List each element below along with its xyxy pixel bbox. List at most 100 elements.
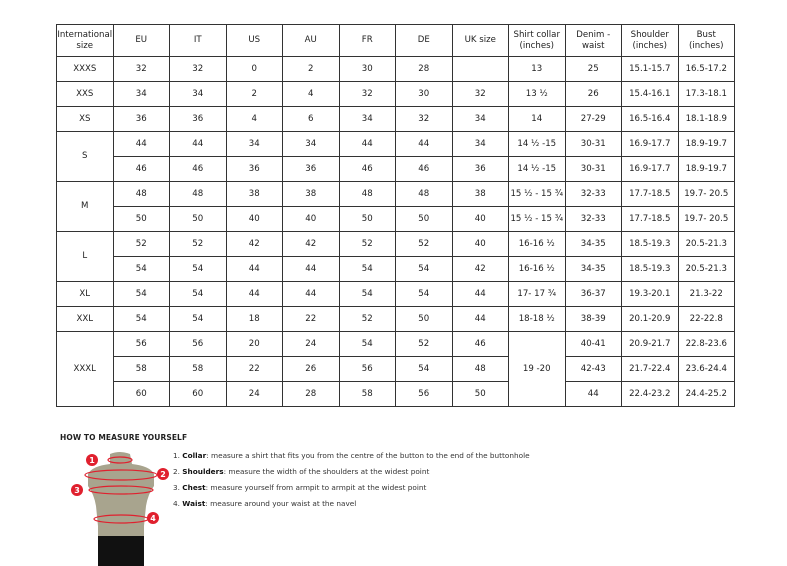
data-cell [451, 56, 509, 82]
torso-measurement-illustration: 1 2 3 4 [71, 452, 169, 566]
data-cell: 28 [395, 56, 453, 82]
size-chart-table: International size EU IT US AU FR DE UK size Shi… [56, 24, 735, 407]
data-cell: 56 [395, 381, 453, 407]
data-cell: 18.9-19.7 [677, 156, 735, 182]
data-cell: 42-43 [564, 356, 622, 382]
table-row: XXXS 32 32 0 2 30 28 13 25 15.1-15.7 16.5-17.2 [56, 56, 735, 82]
data-cell: 44 [282, 256, 340, 282]
column-header: IT [169, 24, 227, 57]
data-cell: 44 [225, 281, 283, 307]
step-waist: 4. Waist: measure around your waist at t… [173, 498, 530, 514]
shorts-shape [98, 536, 144, 566]
data-cell: 32-33 [564, 181, 622, 207]
data-cell: 34 [451, 106, 509, 132]
data-cell: 34-35 [564, 231, 622, 257]
data-cell: 46 [451, 331, 509, 357]
data-cell: 42 [225, 231, 283, 257]
data-cell: 32 [112, 56, 170, 82]
data-cell: 54 [395, 281, 453, 307]
international-size-cell: XXXS [56, 56, 114, 82]
data-cell: 32 [338, 81, 396, 107]
data-cell: 56 [169, 331, 227, 357]
data-cell: 36-37 [564, 281, 622, 307]
table-row: S 44 44 34 34 44 44 34 14 ½ -15 30-31 16.9-17.7 18.… [56, 131, 735, 182]
marker-2-label: 2 [160, 470, 166, 479]
data-cell: 40 [225, 206, 283, 232]
data-cell: 13 [508, 56, 566, 82]
data-cell: 19.3-20.1 [621, 281, 679, 307]
data-cell: 16-16 ½ [508, 256, 566, 282]
data-cell: 13 ½ [508, 81, 566, 107]
data-cell: 46 [112, 156, 170, 182]
marker-4-icon [147, 512, 159, 524]
data-cell: 18.5-19.3 [621, 256, 679, 282]
data-cell: 54 [169, 256, 227, 282]
data-cell: 44 [338, 131, 396, 157]
data-cell: 48 [338, 181, 396, 207]
data-cell: 54 [338, 281, 396, 307]
table-row: 46 46 36 36 46 46 36 14 ½ -15 30-31 16.9-17.7 18.9… [57, 156, 735, 182]
table-row: XL 54 54 44 44 54 54 44 17- 17 ¾ 36-37 19.3-20.1 21… [56, 281, 735, 307]
data-cell: 19.7- 20.5 [677, 206, 735, 232]
data-cell: 18-18 ½ [508, 306, 566, 332]
table-row: XXL 54 54 18 22 52 50 44 18-18 ½ 38-39 20.1-20.9 22… [56, 306, 735, 332]
data-cell: 20.5-21.3 [677, 231, 735, 257]
data-cell: 32 [451, 81, 509, 107]
data-cell: 17.7-18.5 [621, 206, 679, 232]
table-row: 60 60 24 28 58 56 50 44 22.4-23.2 24.4-25.2 [57, 381, 735, 407]
data-cell: 60 [112, 381, 170, 407]
data-cell: 36 [225, 156, 283, 182]
international-size-cell: XXXL [56, 331, 114, 407]
data-cell: 15 ½ - 15 ¾ [508, 206, 566, 232]
data-cell: 48 [451, 356, 509, 382]
data-cell: 0 [225, 56, 283, 82]
data-cell: 32 [395, 106, 453, 132]
international-size-cell: XXL [56, 306, 114, 332]
data-cell: 16-16 ½ [508, 231, 566, 257]
data-cell: 54 [112, 256, 170, 282]
international-size-cell: XS [56, 106, 114, 132]
data-cell: 22.4-23.2 [621, 381, 679, 407]
table-row: XS 36 36 4 6 34 32 34 14 27-29 16.5-16.4 18.1-18.9 [56, 106, 735, 132]
data-cell: 16.9-17.7 [621, 131, 679, 157]
step-number: 4. [173, 499, 180, 508]
column-header: AU [282, 24, 340, 57]
data-cell: 34 [225, 131, 283, 157]
data-cell: 21.3-22 [677, 281, 735, 307]
data-cell: 34 [338, 106, 396, 132]
step-collar: 1. Collar: measure a shirt that fits you… [173, 450, 530, 466]
data-cell: 54 [169, 281, 227, 307]
data-cell: 19 -20 [508, 331, 566, 407]
data-cell: 46 [395, 156, 453, 182]
data-cell: 36 [112, 106, 170, 132]
marker-2-icon [157, 468, 169, 480]
data-cell: 22 [225, 356, 283, 382]
data-cell: 30-31 [564, 131, 622, 157]
table-row: 54 54 44 44 54 54 42 16-16 ½ 34-35 18.5-19.3 20.5-… [57, 256, 735, 282]
data-cell: 54 [395, 256, 453, 282]
data-cell: 22 [282, 306, 340, 332]
header-row: International size EU IT US AU FR DE UK size Shi… [56, 24, 735, 57]
data-cell: 52 [338, 231, 396, 257]
data-cell: 34 [112, 81, 170, 107]
data-cell: 17.3-18.1 [677, 81, 735, 107]
data-cell: 36 [169, 106, 227, 132]
data-cell: 58 [112, 356, 170, 382]
data-cell: 14 ½ -15 [508, 131, 566, 157]
data-cell: 50 [169, 206, 227, 232]
step-text: : measure a shirt that fits you from the… [206, 451, 530, 460]
data-cell: 42 [282, 231, 340, 257]
data-cell: 30 [395, 81, 453, 107]
data-cell: 32-33 [564, 206, 622, 232]
data-cell: 54 [395, 356, 453, 382]
data-cell: 44 [112, 131, 170, 157]
data-cell: 40 [282, 206, 340, 232]
data-cell: 16.5-16.4 [621, 106, 679, 132]
table-row: L 52 52 42 42 52 52 40 16-16 ½ 34-35 18.5-19.3 20.5… [56, 231, 735, 282]
data-cell: 34 [282, 131, 340, 157]
data-cell: 44 [564, 381, 622, 407]
data-cell: 16.9-17.7 [621, 156, 679, 182]
data-cell: 18.5-19.3 [621, 231, 679, 257]
data-cell: 48 [395, 181, 453, 207]
data-cell: 20.1-20.9 [621, 306, 679, 332]
